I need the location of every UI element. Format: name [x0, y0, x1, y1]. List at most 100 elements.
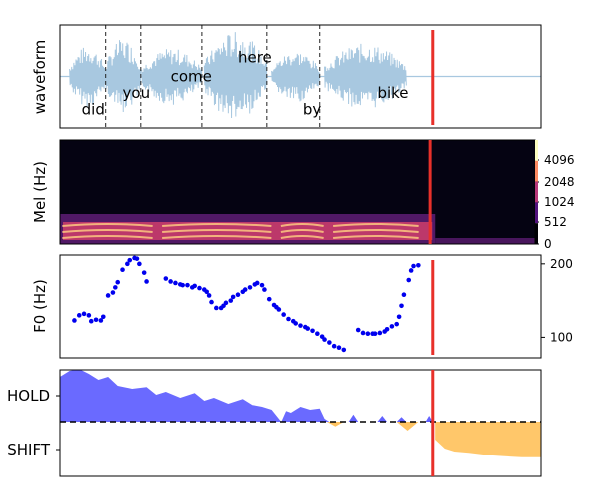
mel-colorbar-band — [535, 223, 538, 244]
f0-point — [276, 307, 282, 312]
word-label: you — [123, 84, 151, 102]
f0-point — [141, 270, 147, 275]
waveform-segment — [203, 32, 268, 118]
mel-harmonic — [162, 223, 272, 227]
mel-tail — [435, 238, 535, 244]
f0-point — [408, 268, 414, 273]
f0-point — [365, 331, 371, 337]
f0-ylabel: F0 (Hz) — [31, 279, 49, 333]
word-label: did — [82, 101, 105, 119]
hold-shift-panel: HOLD SHIFT — [7, 369, 542, 477]
f0-frame — [59, 254, 542, 359]
mel-colorbar — [535, 140, 538, 244]
waveform-trace — [141, 49, 203, 105]
hold-shift-tick-label: SHIFT — [7, 441, 51, 459]
f0-point — [120, 267, 125, 273]
waveform-trace — [271, 53, 321, 102]
f0-point — [137, 261, 142, 267]
f0-point — [192, 283, 197, 289]
f0-point — [266, 296, 272, 302]
hold-shift-frame — [59, 369, 542, 477]
f0-point — [173, 280, 178, 286]
hold-bump — [425, 416, 433, 422]
f0-point — [315, 331, 320, 337]
mel-harmonic — [333, 223, 419, 227]
f0-point — [228, 298, 234, 303]
mel-harmonic — [62, 235, 153, 239]
f0-point — [223, 300, 229, 306]
f0-tick-label: 100 — [550, 330, 573, 344]
mel-tick-label: 1024 — [544, 195, 575, 209]
f0-point — [235, 292, 241, 298]
f0-point — [180, 282, 185, 288]
waveform-frame — [59, 24, 542, 129]
mel-tick-label: 2048 — [544, 175, 575, 189]
hold-bump — [396, 417, 407, 422]
mel-colorbar-band — [535, 160, 538, 182]
mel-harmonic — [280, 223, 324, 227]
f0-point — [127, 257, 133, 263]
mel-tick-label: 0 — [544, 237, 552, 251]
f0-point — [134, 256, 140, 261]
f0-point — [98, 318, 104, 323]
f0-point — [401, 292, 407, 298]
f0-point — [105, 293, 111, 298]
mel-panel: Mel (Hz) 0 512 1024 2048 4096 — [31, 139, 575, 251]
mel-colorbar-band — [535, 140, 538, 161]
word-label: come — [171, 68, 212, 86]
f0-point — [396, 314, 402, 320]
hold-bump — [377, 416, 388, 422]
waveform-ylabel: waveform — [31, 40, 49, 115]
mel-harmonic — [280, 229, 324, 233]
f0-point — [262, 287, 267, 292]
f0-point — [322, 337, 327, 342]
waveform-trace — [105, 40, 142, 113]
hold-area — [60, 370, 330, 422]
f0-point — [93, 317, 99, 323]
word-label: by — [303, 101, 322, 119]
f0-point — [286, 316, 291, 322]
f0-point — [144, 279, 149, 284]
f0-point — [298, 323, 303, 328]
mel-colorbar-band — [535, 202, 538, 224]
mel-harmonic — [280, 235, 324, 239]
waveform-segment — [105, 40, 142, 113]
f0-point — [389, 324, 395, 329]
f0-point — [377, 330, 383, 336]
f0-tick-label: 200 — [550, 257, 573, 271]
f0-point — [185, 282, 190, 288]
f0-point — [394, 321, 400, 327]
f0-point — [125, 261, 130, 267]
f0-point — [254, 280, 260, 286]
f0-point — [305, 326, 311, 331]
f0-point — [72, 318, 77, 323]
f0-point — [76, 313, 82, 318]
f0-point — [327, 340, 332, 345]
mel-ylabel: Mel (Hz) — [31, 161, 49, 223]
waveform-segment — [69, 47, 107, 108]
waveform-segment — [141, 49, 203, 105]
hold-bump — [348, 414, 359, 422]
mel-harmonic — [62, 223, 153, 227]
f0-point — [209, 299, 214, 305]
shift-bump — [396, 422, 419, 431]
shift-area — [435, 422, 541, 457]
waveform-segment — [271, 53, 321, 102]
f0-point — [341, 347, 347, 353]
mel-harmonic — [162, 235, 272, 239]
f0-point — [214, 305, 219, 311]
f0-point — [281, 312, 286, 317]
mel-harmonic — [162, 229, 272, 233]
f0-point — [360, 330, 366, 336]
shift-bump — [326, 422, 344, 427]
word-label: here — [238, 49, 272, 67]
waveform-trace — [324, 43, 407, 108]
waveform-segment — [324, 43, 407, 108]
waveform-trace — [203, 32, 268, 118]
mel-tick-label: 4096 — [544, 153, 575, 167]
f0-point — [384, 327, 390, 332]
word-label: bike — [377, 84, 408, 102]
f0-point — [336, 345, 342, 351]
